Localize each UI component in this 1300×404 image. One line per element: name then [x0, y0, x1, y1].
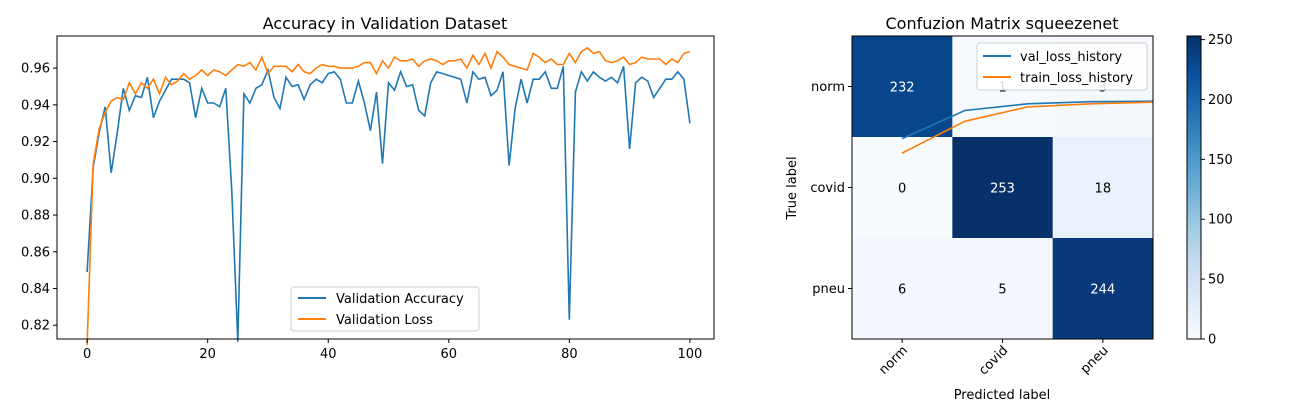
colorbar-tick-label: 150 [1208, 153, 1233, 168]
x-tick-label: 0 [83, 347, 91, 362]
matrix-cell [852, 137, 953, 239]
y-tick-label: 0.96 [21, 62, 50, 77]
accuracy-x-ticks: 0 20 40 60 80 100 [83, 339, 702, 362]
loss-history-legend: val_loss_history train_loss_history [976, 42, 1148, 91]
matrix-cell [1052, 137, 1154, 239]
confusion-matrix-y-ticks: norm covid pneu [810, 80, 852, 297]
y-tick-label: pneu [812, 282, 845, 297]
confusion-matrix-title: Confuzion Matrix squeezenet [885, 14, 1118, 33]
y-tick-label: 0.84 [21, 282, 50, 297]
series-line-validation-accuracy [86, 66, 691, 342]
y-tick-label: 0.86 [21, 245, 50, 260]
matrix-cell [952, 137, 1054, 239]
x-tick-label: 80 [561, 347, 578, 362]
accuracy-series-lines [86, 46, 691, 346]
y-tick-label: covid [810, 181, 845, 196]
accuracy-plot-frame [56, 35, 715, 340]
matrix-cell-value: 253 [990, 182, 1015, 197]
accuracy-chart-title: Accuracy in Validation Dataset [263, 14, 508, 33]
legend-label-val-loss-history: val_loss_history [1020, 50, 1122, 65]
x-tick-label: 40 [320, 347, 337, 362]
colorbar-ticks: 0 50 100 150 200 250 [1201, 33, 1233, 348]
colorbar-tick-label: 250 [1208, 33, 1233, 48]
matrix-cell-value: 6 [898, 283, 906, 298]
legend-label-train-loss-history: train_loss_history [1020, 71, 1133, 86]
y-tick-label: 0.88 [21, 209, 50, 224]
colorbar-tick-label: 100 [1208, 213, 1233, 228]
matrix-cell-value: 18 [1095, 182, 1112, 197]
accuracy-legend: Validation Accuracy Validation Loss [290, 286, 480, 332]
legend-label-validation-loss: Validation Loss [336, 313, 433, 328]
x-tick-label: pneu [1078, 343, 1112, 377]
loss-history-legend-box [976, 42, 1148, 91]
x-tick-label: covid [976, 343, 1011, 378]
y-tick-label: 0.92 [21, 135, 50, 150]
confusion-matrix-chart: Confuzion Matrix squeezenet 232130253186… [785, 14, 1233, 403]
loss-history-overlay [901, 100, 1154, 154]
y-tick-label: 0.90 [21, 172, 50, 187]
overlay-line-train-loss-history [901, 101, 1154, 154]
y-tick-label: 0.94 [21, 98, 50, 113]
matrix-cell [852, 238, 953, 340]
accuracy-y-ticks: 0.82 0.84 0.86 0.88 0.90 0.92 0.94 0.96 [21, 62, 57, 334]
x-tick-label: 60 [441, 347, 458, 362]
x-tick-label: norm [876, 343, 911, 378]
matrix-cell [852, 36, 953, 138]
colorbar-tick-label: 0 [1208, 333, 1216, 348]
matrix-cell-value: 0 [898, 182, 906, 197]
colorbar-tick-label: 50 [1208, 273, 1225, 288]
legend-label-validation-accuracy: Validation Accuracy [336, 292, 464, 307]
series-line-validation-loss [86, 46, 691, 346]
confusion-matrix-x-ticks: norm covid pneu [876, 339, 1112, 378]
x-tick-label: 100 [677, 347, 702, 362]
matrix-cell-value: 5 [998, 283, 1006, 298]
matrix-cell-value: 244 [1090, 283, 1115, 298]
accuracy-chart: Accuracy in Validation Dataset 0 20 40 60 80… [21, 14, 715, 362]
colorbar [1186, 35, 1202, 340]
x-tick-label: 20 [199, 347, 216, 362]
matrix-cell [1052, 238, 1154, 340]
confusion-matrix-y-label: True label [785, 156, 800, 220]
overlay-line-val-loss-history [901, 100, 1154, 140]
y-tick-label: norm [811, 80, 845, 95]
accuracy-legend-box [290, 286, 480, 332]
colorbar-tick-label: 200 [1208, 93, 1233, 108]
matrix-cell [952, 238, 1054, 340]
confusion-matrix-x-label: Predicted label [954, 388, 1051, 400]
matrix-cell-value: 232 [890, 81, 915, 96]
y-tick-label: 0.82 [21, 319, 50, 334]
